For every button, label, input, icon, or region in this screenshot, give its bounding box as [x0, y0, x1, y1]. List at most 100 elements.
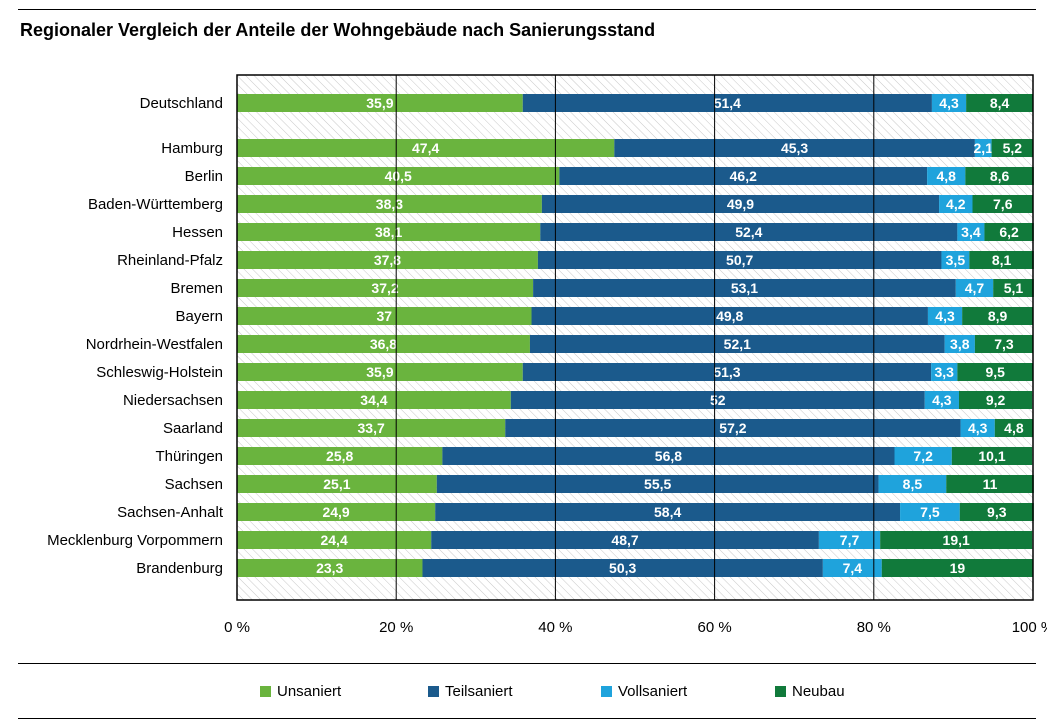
- chart-title: Regionaler Vergleich der Anteile der Woh…: [20, 20, 656, 40]
- data-label: 7,7: [840, 532, 860, 548]
- bar-vollsaniert: [818, 531, 881, 549]
- category-label: Berlin: [185, 168, 223, 185]
- data-label: 7,3: [994, 336, 1014, 352]
- data-label: 7,4: [843, 560, 863, 576]
- bar-unsaniert: [237, 503, 436, 521]
- bar-teilsaniert: [522, 363, 932, 381]
- bar-vollsaniert: [957, 223, 985, 241]
- data-label: 3,5: [946, 252, 966, 268]
- data-label: 52,1: [724, 336, 751, 352]
- bar-vollsaniert: [900, 503, 960, 521]
- data-label: 8,1: [992, 252, 1012, 268]
- data-label: 55,5: [644, 476, 671, 492]
- data-label: 4,3: [932, 392, 952, 408]
- legend-label: Unsaniert: [277, 683, 342, 700]
- bar-unsaniert: [237, 391, 511, 409]
- legend-item-neubau: Neubau: [775, 683, 845, 700]
- bar-teilsaniert: [436, 475, 879, 493]
- data-label: 5,1: [1004, 280, 1024, 296]
- bar-vollsaniert: [878, 475, 947, 493]
- data-label: 40,5: [385, 168, 412, 184]
- bar-neubau: [959, 503, 1034, 521]
- data-label: 8,5: [903, 476, 923, 492]
- category-label: Rheinland-Pfalz: [117, 252, 223, 269]
- category-label: Sachsen: [165, 476, 223, 493]
- data-label: 4,3: [939, 95, 959, 111]
- category-label: Brandenburg: [136, 560, 223, 577]
- bar-neubau: [962, 307, 1033, 325]
- bar-neubau: [965, 167, 1034, 185]
- x-tick-label: 0 %: [224, 619, 250, 636]
- category-label: Saarland: [163, 420, 223, 437]
- data-label: 2,1: [974, 140, 994, 156]
- data-label: 4,2: [946, 196, 966, 212]
- bar-vollsaniert: [944, 335, 975, 353]
- data-label: 4,7: [965, 280, 985, 296]
- data-label: 10,1: [978, 448, 1005, 464]
- data-label: 51,3: [713, 364, 740, 380]
- data-label: 37,8: [374, 252, 401, 268]
- data-label: 7,6: [993, 196, 1013, 212]
- bar-vollsaniert: [924, 391, 959, 409]
- bar-vollsaniert: [927, 307, 963, 325]
- legend-top-rule: [18, 663, 1036, 664]
- legend-swatch: [601, 686, 612, 697]
- data-label: 6,2: [999, 224, 1019, 240]
- data-label: 57,2: [719, 420, 746, 436]
- data-label: 52,4: [735, 224, 762, 240]
- data-label: 3,3: [935, 364, 955, 380]
- bar-vollsaniert: [939, 195, 973, 213]
- category-label: Bremen: [170, 280, 223, 297]
- legend-label: Vollsaniert: [618, 683, 688, 700]
- category-label: Nordrhein-Westfalen: [86, 336, 223, 353]
- data-label: 48,7: [611, 532, 638, 548]
- bar-unsaniert: [237, 251, 538, 269]
- bar-unsaniert: [237, 531, 432, 549]
- legend-item-unsaniert: Unsaniert: [260, 683, 341, 700]
- legend: Unsaniert Teilsaniert Vollsaniert Neubau: [0, 683, 1047, 703]
- data-label: 25,8: [326, 448, 353, 464]
- data-label: 3,8: [950, 336, 970, 352]
- data-label: 38,3: [376, 196, 403, 212]
- bar-teilsaniert: [435, 503, 901, 521]
- data-label: 7,5: [920, 504, 940, 520]
- data-label: 19: [950, 560, 966, 576]
- data-label: 3,4: [961, 224, 981, 240]
- bar-neubau: [972, 195, 1033, 213]
- bar-vollsaniert: [974, 139, 992, 157]
- bar-teilsaniert: [431, 531, 819, 549]
- bar-unsaniert: [237, 475, 437, 493]
- data-label: 8,6: [990, 168, 1010, 184]
- bar-unsaniert: [237, 223, 541, 241]
- bar-teilsaniert: [540, 223, 958, 241]
- bar-neubau: [984, 223, 1034, 241]
- top-rule: [18, 9, 1036, 10]
- bar-neubau: [951, 447, 1033, 465]
- category-label: Schleswig-Holstein: [96, 364, 223, 381]
- data-label: 37,2: [371, 280, 398, 296]
- bar-teilsaniert: [529, 335, 945, 353]
- category-label: Thüringen: [155, 448, 223, 465]
- plot-frame: [236, 74, 1034, 601]
- data-label: 4,3: [968, 420, 988, 436]
- category-label: Mecklenburg Vorpommern: [47, 532, 223, 549]
- bar-teilsaniert: [510, 391, 925, 409]
- bar-neubau: [958, 391, 1033, 409]
- bar-neubau: [969, 251, 1034, 269]
- data-label: 50,3: [609, 560, 636, 576]
- category-label: Baden-Württemberg: [88, 196, 223, 213]
- data-label: 5,2: [1003, 140, 1023, 156]
- data-label: 52: [710, 392, 726, 408]
- data-label: 49,8: [716, 308, 743, 324]
- data-label: 46,2: [730, 168, 757, 184]
- data-label: 38,1: [375, 224, 402, 240]
- bar-unsaniert: [237, 559, 423, 577]
- data-label: 34,4: [360, 392, 387, 408]
- bar-teilsaniert: [614, 139, 975, 157]
- data-label: 53,1: [731, 280, 758, 296]
- data-label: 37: [376, 308, 392, 324]
- data-label: 36,8: [370, 336, 397, 352]
- data-label: 49,9: [727, 196, 754, 212]
- legend-item-vollsaniert: Vollsaniert: [601, 683, 687, 700]
- bar-neubau: [881, 559, 1033, 577]
